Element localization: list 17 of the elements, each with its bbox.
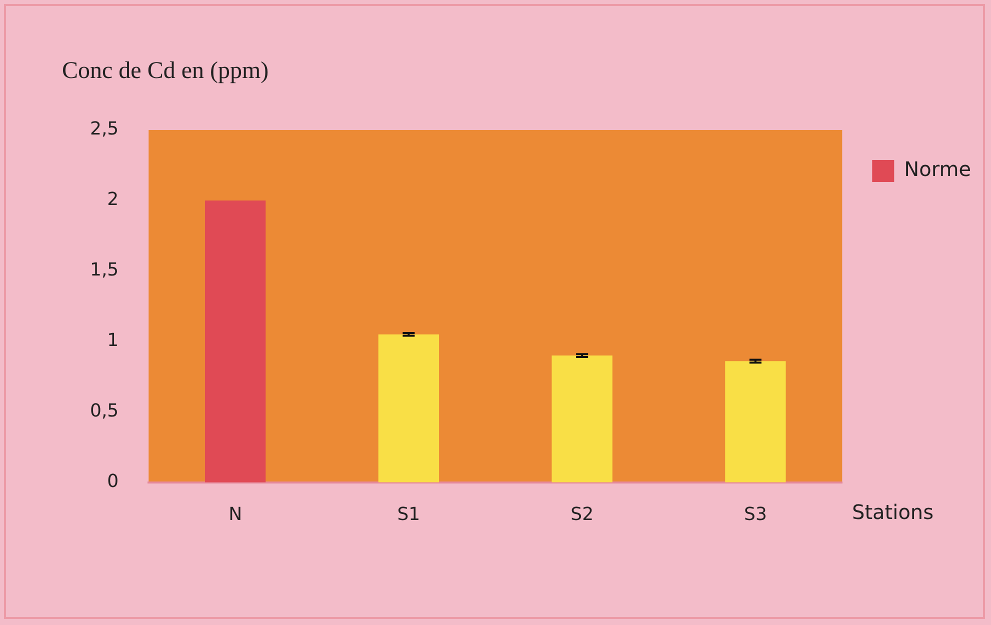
y-tick-label: 1,5: [90, 260, 119, 281]
y-tick-label: 2,5: [90, 118, 119, 140]
x-tick-label: N: [228, 504, 242, 525]
x-tick-label: S3: [744, 504, 767, 525]
bar: [378, 334, 440, 482]
bar: [552, 356, 612, 482]
y-tick-label: 0,5: [90, 400, 119, 422]
y-tick-label: 0: [107, 471, 119, 492]
legend-label: Norme: [904, 157, 972, 182]
x-tick-label: S1: [397, 504, 420, 525]
bar: [204, 200, 266, 482]
y-tick-label: 2: [107, 189, 119, 210]
y-axis-title: Conc de Cd en (ppm): [62, 58, 269, 85]
bar: [725, 361, 786, 482]
y-tick-label: 1: [107, 330, 119, 352]
x-tick-label: S2: [570, 504, 594, 525]
x-axis-title: Stations: [852, 500, 934, 524]
